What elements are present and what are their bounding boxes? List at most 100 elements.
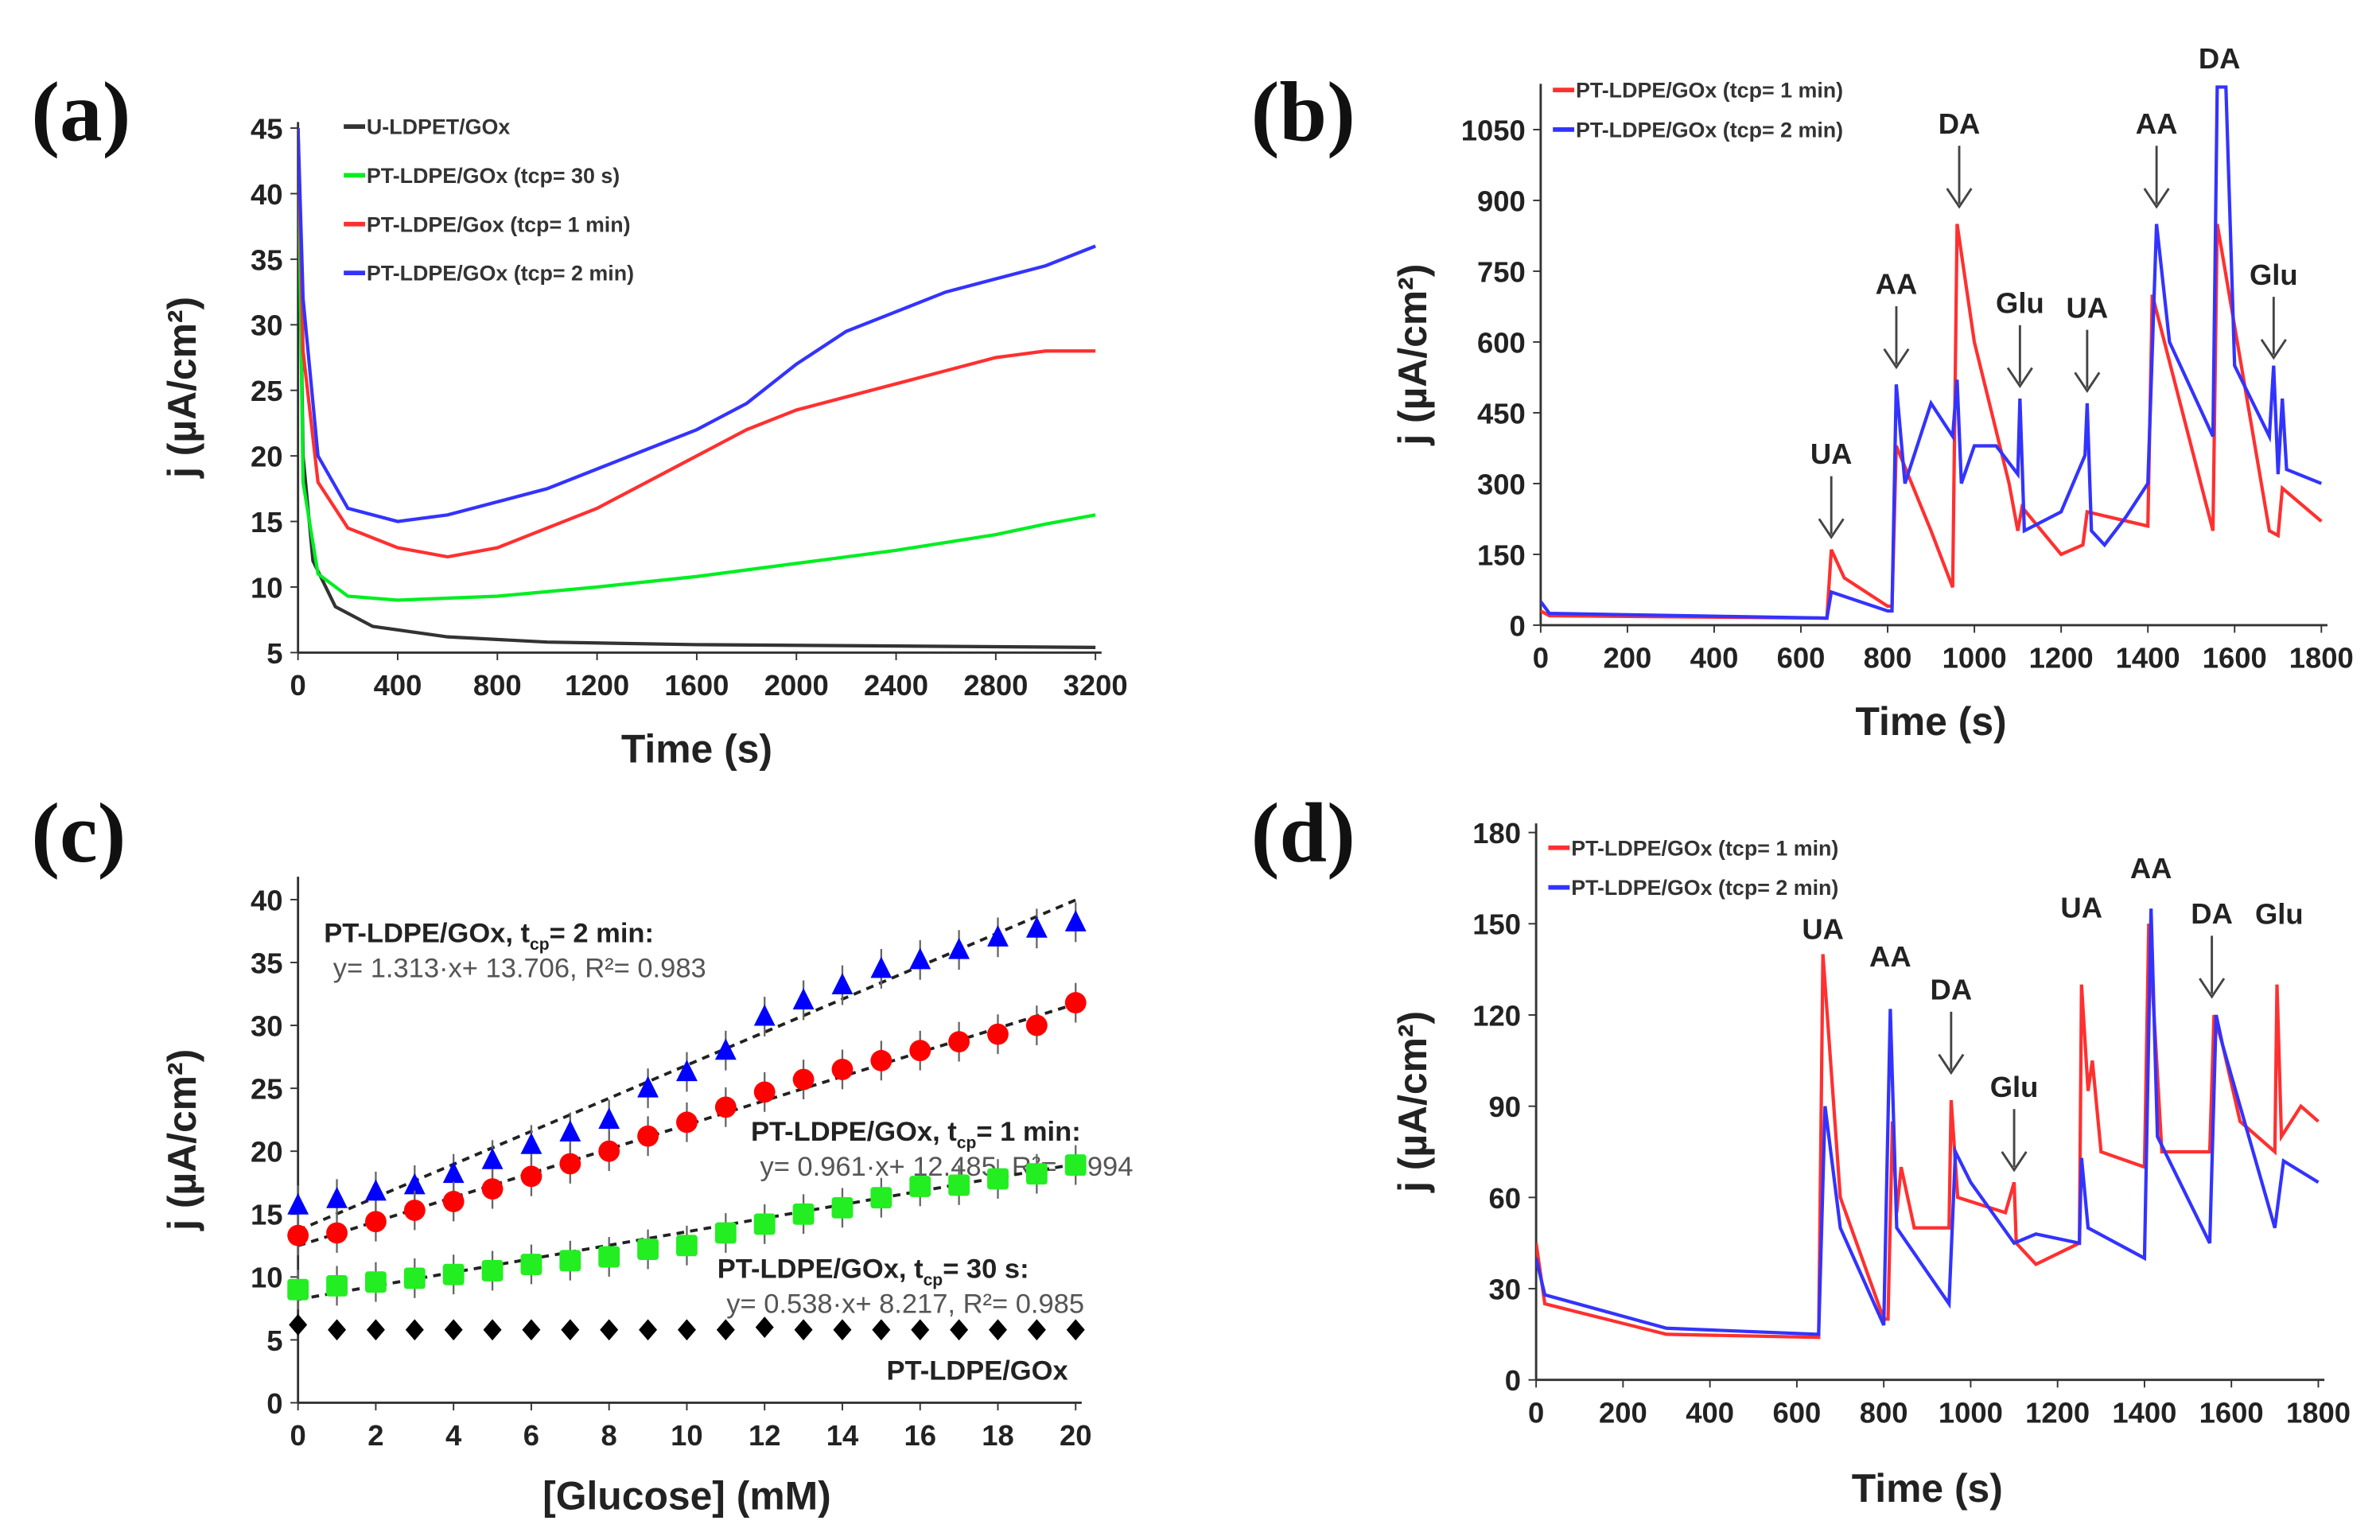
fit-title-sub: cp xyxy=(957,1134,977,1152)
data-point-square xyxy=(948,1174,970,1196)
y-tick-label: 20 xyxy=(251,1136,283,1169)
x-tick-label: 1400 xyxy=(2112,1396,2176,1429)
data-point-triangle xyxy=(326,1186,348,1208)
data-point-diamond xyxy=(366,1319,385,1341)
x-tick-label: 200 xyxy=(1604,642,1652,675)
series-line-2 xyxy=(298,127,1096,559)
series-line-1 xyxy=(298,127,1096,602)
data-point-diamond xyxy=(1027,1319,1046,1341)
series-line-1 xyxy=(1540,85,2323,620)
data-point-diamond xyxy=(328,1319,347,1341)
data-point-diamond xyxy=(988,1319,1007,1341)
data-point-circle xyxy=(676,1111,698,1134)
x-tick-label: 1800 xyxy=(2289,642,2354,675)
x-tick-label: 0 xyxy=(290,669,306,702)
data-point-triangle xyxy=(364,1179,387,1201)
data-point-triangle xyxy=(792,988,815,1009)
x-tick-label: 800 xyxy=(473,669,522,702)
series-line-0 xyxy=(298,127,1096,649)
data-point-diamond xyxy=(950,1319,969,1341)
series-line-3 xyxy=(298,127,1096,523)
arrow-head-icon xyxy=(1946,188,1973,209)
y-tick-label: 150 xyxy=(1477,539,1526,571)
annotation-label: UA xyxy=(1802,913,1844,946)
annotation-label: AA xyxy=(2130,852,2172,885)
data-point-square xyxy=(753,1213,776,1235)
fit-equation: y= 0.538·x+ 8.217, R²= 0.985 xyxy=(726,1289,1084,1319)
y-tick-label: 750 xyxy=(1477,255,1526,288)
x-tick-label: 0 xyxy=(1533,642,1549,675)
x-tick-label: 2000 xyxy=(764,669,829,702)
annotation-label: AA xyxy=(2136,107,2178,140)
data-point-diamond xyxy=(561,1319,580,1341)
data-point-circle xyxy=(948,1031,970,1053)
data-point-circle xyxy=(442,1191,465,1212)
data-point-triangle xyxy=(676,1060,698,1082)
data-point-circle xyxy=(559,1153,581,1175)
x-tick-label: 400 xyxy=(374,669,422,702)
data-point-circle xyxy=(481,1178,504,1200)
x-tick-label: 1200 xyxy=(565,669,629,702)
y-tick-label: 20 xyxy=(251,441,283,473)
x-tick-label: 600 xyxy=(1773,1396,1822,1429)
legend-entry: PT-LDPE/GOx (tcp= 30 s) xyxy=(367,164,620,188)
annotation-label: Glu xyxy=(2255,897,2304,930)
annotation-label: UA xyxy=(2067,291,2109,324)
data-point-square xyxy=(676,1235,698,1257)
data-point-square xyxy=(714,1222,737,1244)
annotation-label: AA xyxy=(1876,268,1918,301)
legend-entry: PT-LDPE/GOx (tcp= 2 min) xyxy=(1576,119,1843,142)
data-point-circle xyxy=(987,1023,1009,1045)
annotation-label: UA xyxy=(1810,438,1853,470)
data-point-circle xyxy=(403,1200,426,1221)
annotation-label: Glu xyxy=(1990,1071,2039,1103)
x-axis-title: [Glucose] (mM) xyxy=(542,1474,831,1519)
legend-entry: PT-LDPE/GOx (tcp= 2 min) xyxy=(1571,876,1838,900)
fit-title-text: PT-LDPE/GOx, t xyxy=(324,919,530,949)
data-point-diamond xyxy=(872,1319,891,1341)
fit-annotation: PT-LDPE/GOx, tcp= 30 s:y= 0.538·x+ 8.217… xyxy=(718,1254,1084,1319)
data-point-diamond xyxy=(677,1319,696,1341)
y-tick-label: 15 xyxy=(251,506,283,539)
x-tick-label: 2800 xyxy=(963,669,1028,702)
y-tick-label: 5 xyxy=(266,637,282,670)
data-point-triangle xyxy=(598,1107,620,1130)
x-tick-label: 600 xyxy=(1777,642,1826,675)
annotation-label: DA xyxy=(1939,107,1981,140)
data-point-square xyxy=(637,1239,659,1260)
data-point-circle xyxy=(1064,992,1087,1014)
data-point-triangle xyxy=(948,937,970,959)
x-tick-label: 1600 xyxy=(664,669,729,702)
fit-title: PT-LDPE/GOx, tcp= 30 s: xyxy=(718,1254,1029,1289)
panel-d: (d) 0 200 400 600 800 1000 1200 1400 1600 1800 0 30 6… xyxy=(1251,786,2351,1511)
y-tick-label: 30 xyxy=(1488,1273,1521,1305)
fit-title-tail: = 1 min: xyxy=(976,1117,1080,1147)
arrow-head-icon xyxy=(2260,339,2287,360)
fit-annotation: PT-LDPE/GOx, tcp= 2 min:y= 1.313·x+ 13.7… xyxy=(324,919,706,984)
annotation-label: DA xyxy=(1931,974,1973,1006)
x-axis-title: Time (s) xyxy=(1856,699,2007,744)
y-tick-label: 600 xyxy=(1477,326,1526,359)
data-point-circle xyxy=(792,1068,815,1091)
data-point-triangle xyxy=(559,1120,581,1141)
data-point-triangle xyxy=(870,956,892,978)
data-point-circle xyxy=(909,1040,931,1062)
x-tick-label: 4 xyxy=(445,1419,462,1452)
x-tick-label: 12 xyxy=(749,1419,780,1452)
y-tick-label: 120 xyxy=(1472,999,1521,1032)
y-tick-label: 0 xyxy=(1505,1364,1521,1397)
annotation-label: DA xyxy=(2199,42,2241,75)
data-point-square xyxy=(1064,1154,1087,1176)
x-tick-label: 18 xyxy=(982,1419,1014,1452)
panel-c: (c) 0 2 4 6 8 10 12 14 16 18 20 0 5 10 15 20 25 30 35 40 [Glu… xyxy=(31,786,1133,1519)
panel-a: (a) 0 400 800 1200 1600 2000 2400 2800 3200 5 10 15 2… xyxy=(31,64,1127,771)
series-line-1 xyxy=(1536,908,2320,1336)
annotation-label: Glu xyxy=(2250,259,2298,291)
arrow-head-icon xyxy=(2199,978,2226,999)
arrow-head-icon xyxy=(1818,518,1845,539)
fit-title-tail: = 2 min: xyxy=(550,919,654,949)
x-tick-label: 200 xyxy=(1599,1396,1647,1429)
arrow-head-icon xyxy=(1883,348,1910,370)
x-tick-label: 1000 xyxy=(1939,1396,2003,1429)
